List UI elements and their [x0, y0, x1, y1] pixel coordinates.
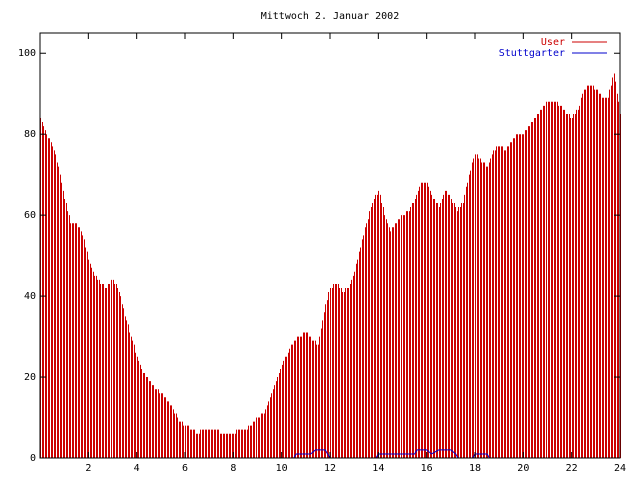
y-tick-label: 60 [24, 210, 36, 221]
legend-label-stuttgarter: Stuttgarter [499, 48, 565, 59]
x-tick-label: 8 [230, 463, 236, 474]
y-tick-label: 40 [24, 291, 36, 302]
x-tick-label: 18 [469, 463, 481, 474]
y-tick-label: 20 [24, 372, 36, 383]
x-tick-label: 2 [85, 463, 91, 474]
x-tick-label: 14 [372, 463, 384, 474]
x-tick-label: 24 [614, 463, 626, 474]
chart-title: Mittwoch 2. Januar 2002 [261, 11, 399, 22]
x-tick-label: 4 [134, 463, 140, 474]
y-tick-label: 80 [24, 129, 36, 140]
x-tick-label: 20 [517, 463, 529, 474]
x-tick-label: 22 [566, 463, 578, 474]
legend-label-user: User [541, 37, 565, 48]
y-axis: 0 20 40 60 80 100 [18, 48, 620, 464]
x-tick-label: 6 [182, 463, 188, 474]
x-tick-label: 10 [276, 463, 288, 474]
x-axis: 2 4 6 8 10 12 14 16 18 20 22 24 [85, 33, 626, 474]
user-bars [40, 73, 621, 458]
y-tick-label: 100 [18, 48, 36, 59]
y-tick-label: 0 [30, 453, 36, 464]
stuttgarter-line [40, 449, 620, 459]
legend: User Stuttgarter [499, 37, 607, 59]
x-tick-label: 16 [421, 463, 433, 474]
x-tick-label: 12 [324, 463, 336, 474]
